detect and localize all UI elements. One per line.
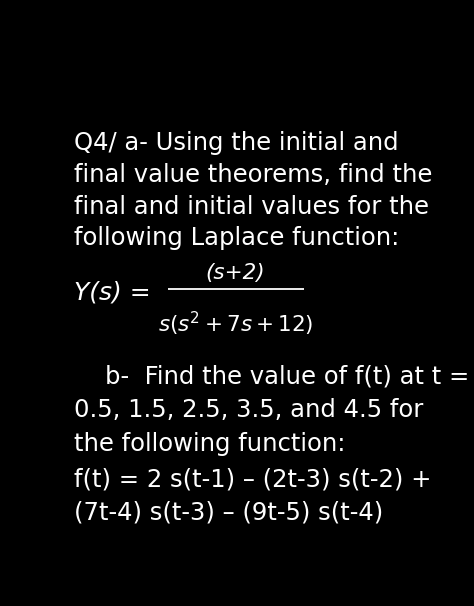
Text: final value theorems, find the: final value theorems, find the: [74, 162, 432, 187]
Text: (s+2): (s+2): [206, 262, 265, 283]
Text: 0.5, 1.5, 2.5, 3.5, and 4.5 for: 0.5, 1.5, 2.5, 3.5, and 4.5 for: [74, 398, 423, 422]
Text: f(t) = 2 s(t-1) – (2t-3) s(t-2) +: f(t) = 2 s(t-1) – (2t-3) s(t-2) +: [74, 467, 431, 491]
Text: Q4/ a- Using the initial and: Q4/ a- Using the initial and: [74, 130, 399, 155]
Text: (7t-4) s(t-3) – (9t-5) s(t-4): (7t-4) s(t-3) – (9t-5) s(t-4): [74, 501, 383, 525]
Text: b-  Find the value of f(t) at t =: b- Find the value of f(t) at t =: [74, 364, 469, 388]
Text: Y(s) =: Y(s) =: [74, 281, 151, 304]
Text: $\mathit{s(s^{2}+7s+12)}$: $\mathit{s(s^{2}+7s+12)}$: [158, 310, 313, 338]
Text: final and initial values for the: final and initial values for the: [74, 195, 429, 219]
Text: the following function:: the following function:: [74, 431, 346, 456]
Text: following Laplace function:: following Laplace function:: [74, 227, 399, 250]
